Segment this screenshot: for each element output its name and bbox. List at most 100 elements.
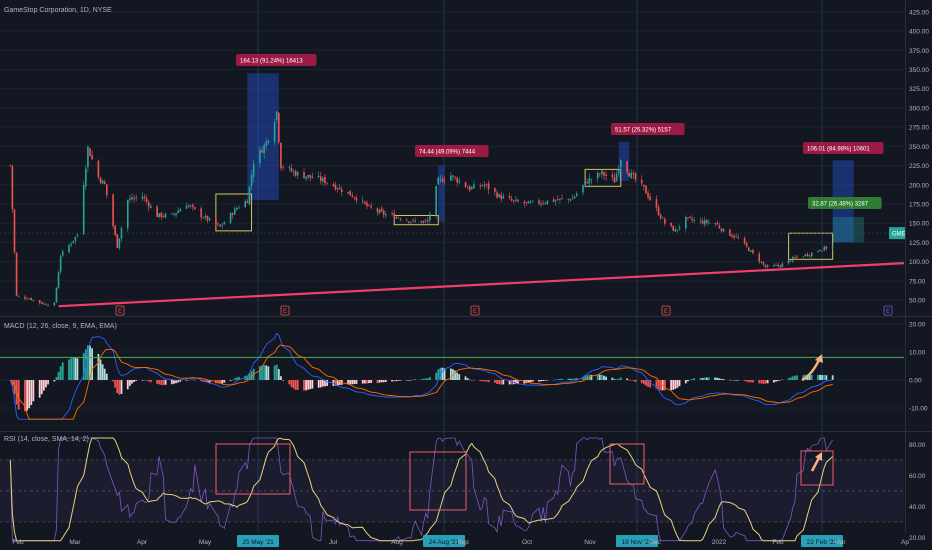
macd-histogram-bar [290, 380, 293, 387]
macd-histogram-bar [410, 380, 412, 381]
candle-body [376, 208, 379, 212]
macd-histogram-bar [200, 380, 203, 382]
candle-body [105, 184, 108, 196]
price-tick-label: 400.00 [909, 29, 929, 36]
candle-body [429, 214, 431, 221]
candle-body [546, 200, 549, 205]
candle-body [309, 174, 312, 178]
candle-body [737, 237, 740, 238]
macd-histogram-bar [353, 380, 356, 385]
candle-body [114, 225, 116, 236]
candle-body [353, 196, 356, 198]
macd-histogram-bar [38, 380, 41, 398]
date-tick-label: Jul [329, 539, 338, 546]
macd-histogram-bar [194, 379, 196, 381]
macd-histogram-bar [586, 375, 589, 380]
macd-histogram-bar [687, 380, 689, 382]
candle-body [173, 213, 175, 215]
candle-body [355, 197, 358, 201]
candle-body [714, 223, 716, 225]
macd-histogram-bar [101, 364, 104, 380]
candle-body [290, 168, 293, 172]
candle-body [164, 213, 167, 218]
candle-body [248, 186, 251, 205]
macd-histogram-bar [569, 378, 572, 380]
candle-body [498, 194, 500, 198]
macd-histogram-bar [760, 380, 763, 384]
candle-body [452, 175, 454, 177]
candle-body [236, 208, 238, 210]
macd-histogram-bar [538, 380, 540, 382]
candle-body [192, 204, 194, 207]
candle-body [221, 225, 223, 227]
macd-histogram-bar [718, 378, 721, 380]
candle-body [305, 176, 307, 179]
candle-body [131, 197, 133, 200]
measure-annotation-badge [236, 54, 317, 66]
macd-histogram-bar [103, 368, 106, 380]
candle-body [288, 167, 291, 168]
candle-body [703, 220, 706, 225]
candle-body [59, 256, 62, 272]
measure-range-1 [247, 73, 279, 201]
macd-histogram-bar [479, 380, 482, 382]
candle-body [215, 218, 217, 225]
price-tick-label: 50.00 [909, 298, 926, 305]
macd-histogram-bar [321, 380, 324, 387]
macd-histogram-bar [326, 380, 328, 386]
candle-body [745, 242, 748, 247]
candle-body [718, 225, 721, 229]
candle-body [175, 213, 177, 216]
macd-histogram-bar [554, 379, 557, 381]
candle-body [171, 213, 173, 215]
date-tick-label: 25 May '21 [242, 539, 274, 546]
candle-body [559, 198, 561, 200]
price-tick-label: 375.00 [909, 48, 929, 55]
macd-histogram-bar [714, 377, 717, 380]
candle-body [554, 200, 557, 202]
macd-histogram-bar [758, 380, 761, 384]
candle-body [364, 201, 366, 204]
macd-histogram-bar [399, 380, 402, 381]
candle-body [569, 199, 572, 201]
macd-histogram-bar [275, 364, 278, 380]
candle-body [825, 246, 828, 249]
candle-body [450, 175, 452, 181]
candle-body [552, 199, 555, 202]
macd-histogram-bar [229, 380, 232, 381]
candle-body [831, 245, 834, 249]
macd-histogram-bar [626, 378, 628, 380]
price-tick-label: 100.00 [909, 259, 929, 266]
macd-histogram-bar [261, 365, 263, 380]
date-tick-label: Sep [457, 539, 469, 546]
candle-body [229, 213, 232, 223]
macd-histogram-bar [32, 380, 35, 402]
macd-histogram-bar [277, 369, 280, 380]
macd-histogram-bar [263, 365, 266, 380]
candle-body [720, 228, 723, 232]
candle-body [611, 174, 614, 178]
candle-body [573, 196, 576, 199]
macd-histogram-bar [280, 376, 282, 380]
macd-histogram-bar [145, 380, 148, 381]
date-tick-label: May [199, 539, 212, 546]
macd-histogram-bar [363, 380, 366, 384]
candle-body [340, 189, 343, 192]
candle-body [804, 254, 807, 257]
candle-body [412, 219, 414, 221]
candle-body [655, 199, 658, 208]
rsi-tick-label: 60.00 [909, 473, 926, 480]
macd-histogram-bar [819, 374, 821, 380]
macd-histogram-bar [24, 380, 26, 412]
macd-histogram-bar [74, 357, 77, 380]
candle-body [544, 202, 547, 204]
earnings-marker-label: E [118, 309, 122, 315]
candle-body [303, 172, 305, 179]
macd-histogram-bar [319, 380, 322, 388]
macd-histogram-bar [693, 378, 696, 380]
candle-body [126, 199, 129, 229]
candle-body [670, 222, 672, 226]
candle-body [750, 250, 752, 252]
measure-annotation-badge [808, 197, 882, 209]
